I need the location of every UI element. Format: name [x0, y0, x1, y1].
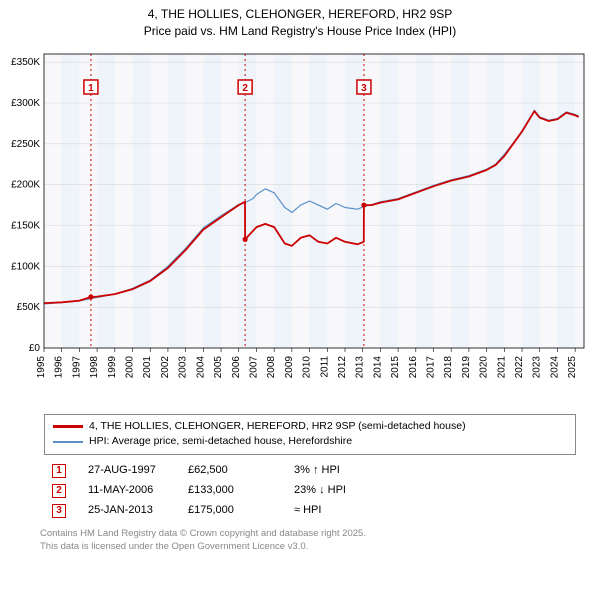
- line-chart: £0 £50K £100K £150K £200K £250K £300K £350K 1995…: [4, 48, 596, 408]
- svg-text:£100K: £100K: [11, 261, 40, 272]
- svg-text:£250K: £250K: [11, 138, 40, 149]
- svg-text:2024: 2024: [549, 355, 560, 378]
- footer-line-2: This data is licensed under the Open Gov…: [40, 541, 576, 553]
- svg-text:1995: 1995: [36, 355, 47, 378]
- svg-text:2018: 2018: [443, 355, 454, 378]
- table-row: 1 27-AUG-1997 £62,500 3% ↑ HPI: [52, 461, 568, 481]
- svg-text:2013: 2013: [355, 355, 366, 378]
- ref-marker: 1: [52, 464, 66, 478]
- svg-text:2002: 2002: [160, 355, 171, 378]
- tx-delta: 3% ↑ HPI: [294, 461, 384, 481]
- svg-text:2016: 2016: [408, 355, 419, 378]
- svg-text:1996: 1996: [54, 355, 65, 378]
- svg-text:2014: 2014: [372, 355, 383, 378]
- svg-text:£350K: £350K: [11, 57, 40, 68]
- ref-marker: 3: [52, 504, 66, 518]
- transactions-table: 1 27-AUG-1997 £62,500 3% ↑ HPI 2 11-MAY-2006 £…: [44, 459, 576, 522]
- tx-price: £175,000: [188, 501, 288, 521]
- svg-text:2007: 2007: [248, 355, 259, 378]
- tx-price: £133,000: [188, 481, 288, 501]
- svg-text:2021: 2021: [496, 355, 507, 378]
- svg-text:2022: 2022: [514, 355, 525, 378]
- table-row: 3 25-JAN-2013 £175,000 ≈ HPI: [52, 501, 568, 521]
- svg-text:2025: 2025: [567, 355, 578, 378]
- svg-text:2006: 2006: [231, 355, 242, 378]
- ref-marker: 2: [52, 484, 66, 498]
- tx-delta: ≈ HPI: [294, 501, 384, 521]
- svg-text:2020: 2020: [479, 355, 490, 378]
- tx-delta: 23% ↓ HPI: [294, 481, 384, 501]
- footer-attribution: Contains HM Land Registry data © Crown c…: [40, 528, 576, 553]
- svg-text:2001: 2001: [142, 355, 153, 378]
- svg-text:2011: 2011: [319, 355, 330, 377]
- tx-price: £62,500: [188, 461, 288, 481]
- svg-text:2000: 2000: [125, 355, 136, 378]
- svg-text:2003: 2003: [178, 355, 189, 378]
- svg-text:2015: 2015: [390, 355, 401, 378]
- svg-text:2008: 2008: [266, 355, 277, 378]
- legend-swatch-paid: [53, 425, 83, 428]
- svg-text:1999: 1999: [107, 355, 118, 378]
- chart-area: £0 £50K £100K £150K £200K £250K £300K £350K 1995…: [4, 48, 596, 408]
- svg-text:3: 3: [361, 83, 367, 94]
- svg-text:2005: 2005: [213, 355, 224, 378]
- legend: 4, THE HOLLIES, CLEHONGER, HEREFORD, HR2…: [44, 414, 576, 456]
- svg-text:1: 1: [88, 83, 94, 94]
- svg-text:2010: 2010: [302, 355, 313, 378]
- chart-title: 4, THE HOLLIES, CLEHONGER, HEREFORD, HR2…: [4, 6, 596, 40]
- svg-text:£200K: £200K: [11, 179, 40, 190]
- legend-label-paid: 4, THE HOLLIES, CLEHONGER, HEREFORD, HR2…: [89, 419, 466, 435]
- legend-item-paid: 4, THE HOLLIES, CLEHONGER, HEREFORD, HR2…: [53, 419, 567, 435]
- svg-text:2023: 2023: [532, 355, 543, 378]
- svg-text:2019: 2019: [461, 355, 472, 378]
- title-line-2: Price paid vs. HM Land Registry's House …: [4, 23, 596, 40]
- svg-text:2012: 2012: [337, 355, 348, 378]
- svg-text:2009: 2009: [284, 355, 295, 378]
- legend-label-hpi: HPI: Average price, semi-detached house,…: [89, 434, 352, 450]
- tx-date: 25-JAN-2013: [72, 501, 182, 521]
- svg-text:£150K: £150K: [11, 220, 40, 231]
- table-row: 2 11-MAY-2006 £133,000 23% ↓ HPI: [52, 481, 568, 501]
- tx-date: 11-MAY-2006: [72, 481, 182, 501]
- svg-text:£50K: £50K: [17, 302, 41, 313]
- svg-text:2: 2: [242, 83, 248, 94]
- svg-text:2017: 2017: [426, 355, 437, 378]
- svg-text:1997: 1997: [71, 355, 82, 378]
- legend-swatch-hpi: [53, 441, 83, 443]
- svg-text:1998: 1998: [89, 355, 100, 378]
- tx-date: 27-AUG-1997: [72, 461, 182, 481]
- svg-text:£300K: £300K: [11, 98, 40, 109]
- legend-item-hpi: HPI: Average price, semi-detached house,…: [53, 434, 567, 450]
- svg-text:2004: 2004: [195, 355, 206, 378]
- svg-text:£0: £0: [29, 343, 41, 354]
- title-line-1: 4, THE HOLLIES, CLEHONGER, HEREFORD, HR2…: [4, 6, 596, 23]
- footer-line-1: Contains HM Land Registry data © Crown c…: [40, 528, 576, 540]
